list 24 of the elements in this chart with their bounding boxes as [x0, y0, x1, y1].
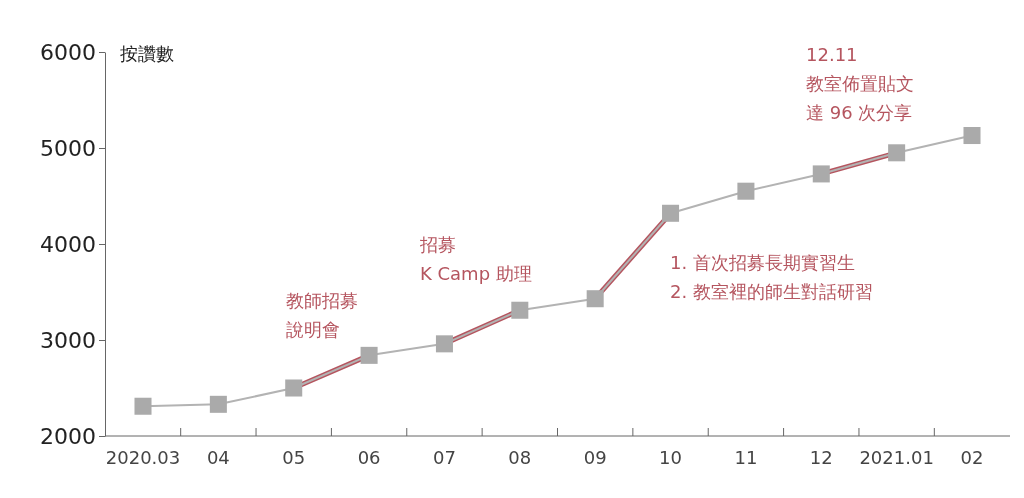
x-tick-label: 04 [206, 447, 230, 468]
annotation: 1. 首次招募長期實習生 [670, 252, 855, 273]
y-tick-label: 6000 [40, 39, 96, 65]
annotation: 教師招募說明會 [286, 290, 358, 340]
x-tick-label: 11 [734, 447, 758, 468]
x-tick-label: 09 [583, 447, 607, 468]
x-tick-label: 07 [433, 447, 456, 468]
y-tick-label: 5000 [40, 135, 96, 161]
x-tick-label: 12 [809, 447, 833, 468]
annotation: 2. 教室裡的師生對話研習 [670, 281, 873, 302]
y-tick-label: 2000 [40, 423, 96, 449]
y-axis-title: 按讚數 [120, 43, 174, 64]
x-tick-label: 10 [659, 447, 682, 468]
annotation: 12.11 [806, 44, 858, 65]
y-tick-label: 3000 [40, 327, 96, 353]
x-tick-label: 06 [357, 447, 381, 468]
x-tick-label: 02 [960, 447, 984, 468]
x-tick-label: 2020.03 [105, 447, 181, 468]
annotation: 教室佈置貼文達 96 次分享 [806, 73, 914, 123]
annotation: 招募K Camp 助理 [419, 234, 532, 284]
x-tick-label: 2021.01 [859, 447, 934, 468]
y-tick-label: 4000 [40, 231, 96, 257]
x-tick-label: 05 [282, 447, 306, 468]
x-tick-label: 08 [508, 447, 532, 468]
